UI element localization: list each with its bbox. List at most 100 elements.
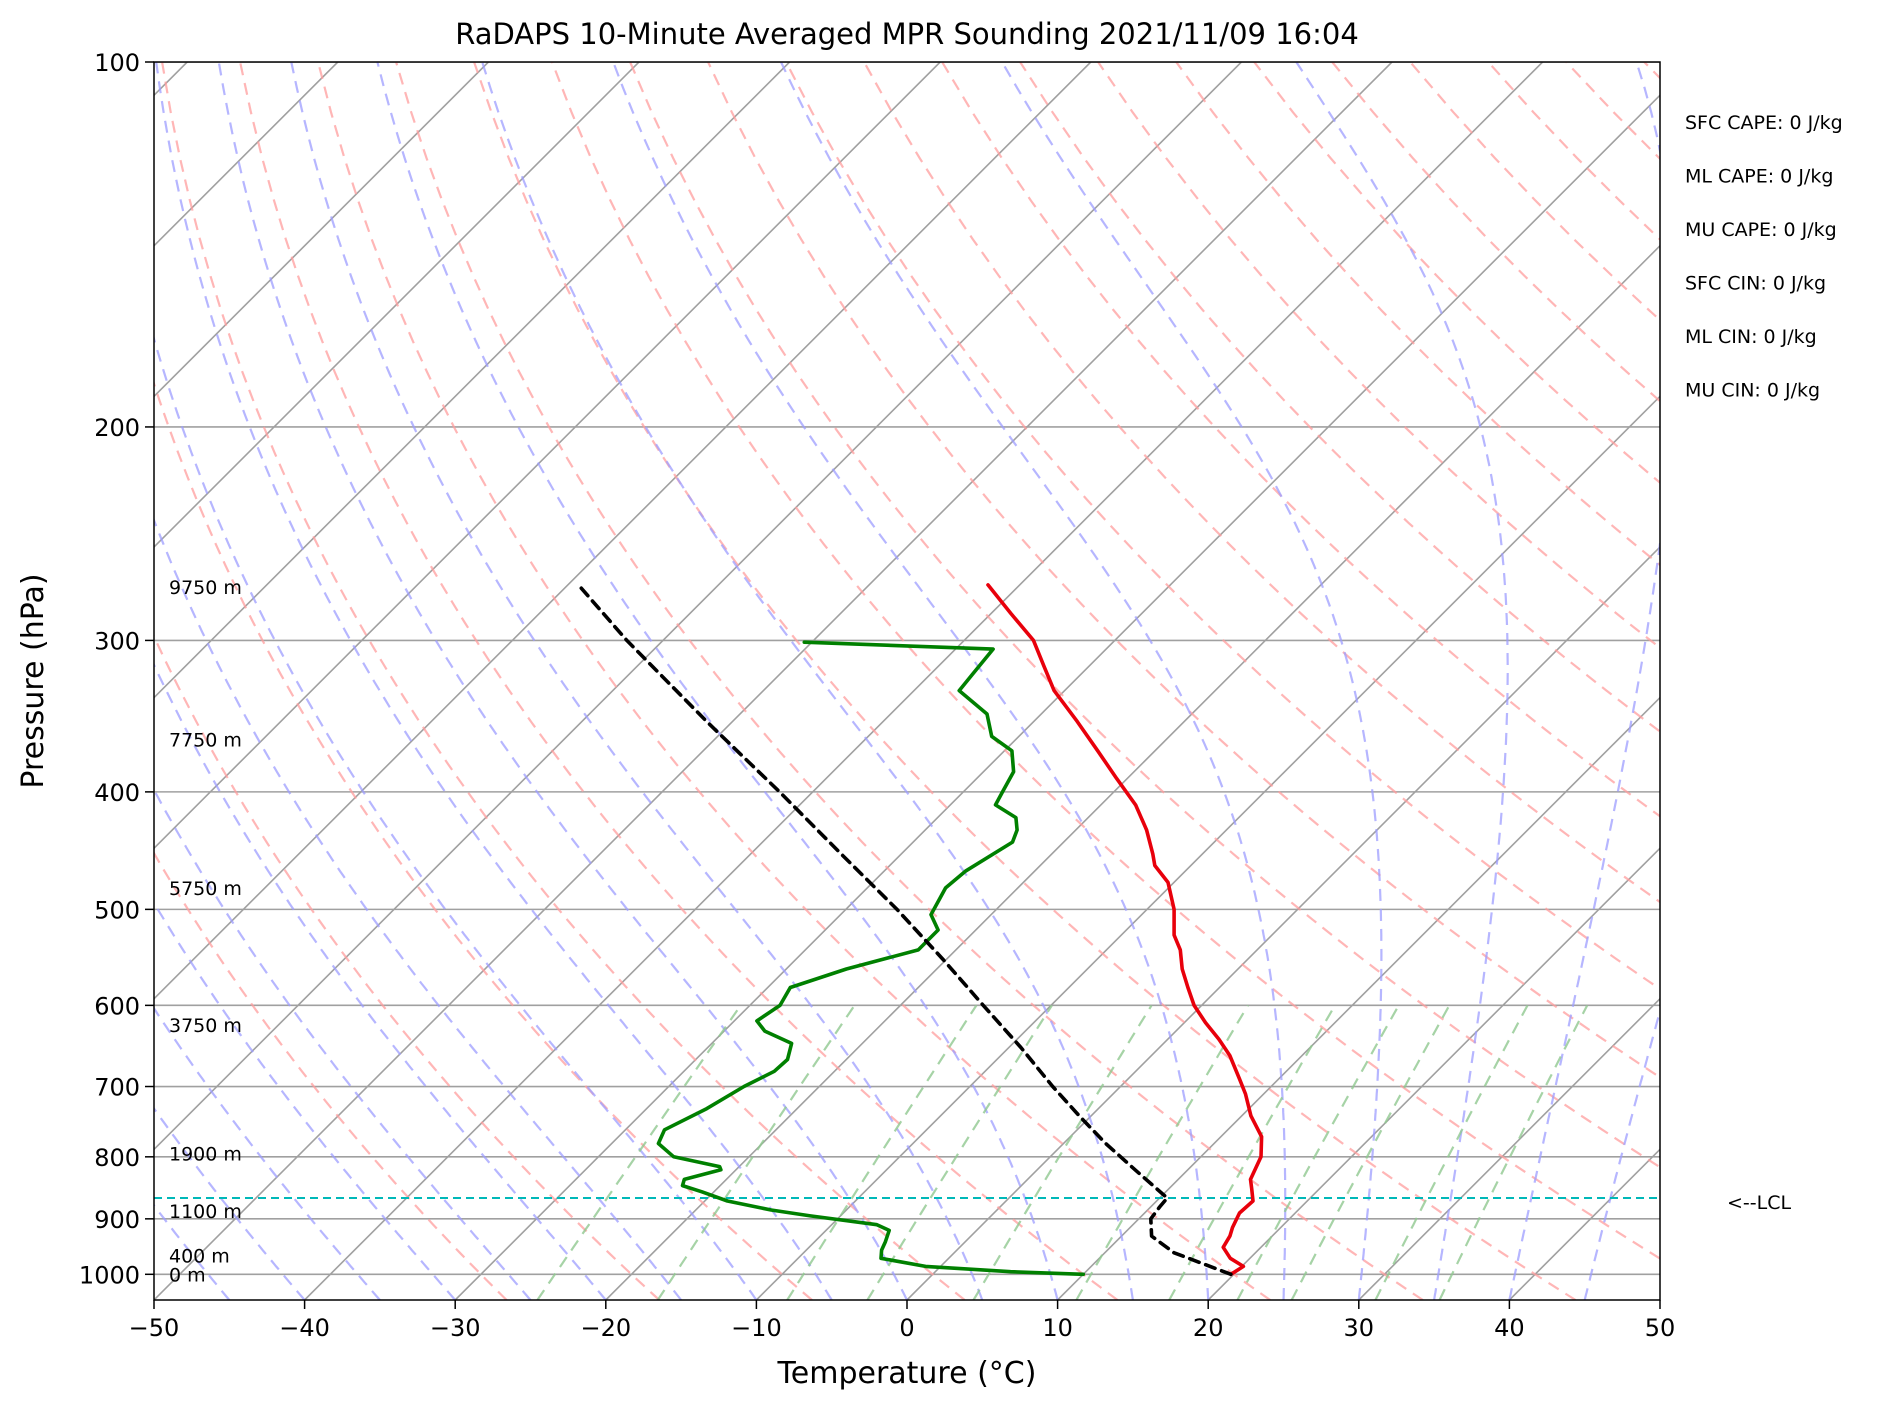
mixing-ratio-lines [536, 1004, 1589, 1300]
dry-adiabat [239, 62, 1119, 1300]
moist-adiabat [154, 334, 758, 1300]
isotherm-line [1057, 696, 1660, 1300]
height-label: 1100 m [169, 1201, 242, 1223]
x-tick-label: −50 [129, 1314, 180, 1342]
y-tick-label: 400 [94, 779, 140, 807]
moist-adiabat [154, 1203, 231, 1300]
dry-adiabat [395, 62, 1424, 1300]
plot-area [154, 62, 1660, 1300]
parcel-profile [576, 583, 1233, 1277]
stat-line: ML CIN: 0 J/kg [1685, 326, 1817, 348]
mixing-ratio-line [536, 1004, 742, 1300]
dry-adiabat [941, 62, 1660, 818]
x-tick-label: −30 [430, 1314, 481, 1342]
stat-line: SFC CIN: 0 J/kg [1685, 273, 1826, 295]
isotherm-line [906, 545, 1660, 1300]
x-axis-label: Temperature (°C) [777, 1356, 1037, 1391]
y-tick-label: 200 [94, 414, 140, 442]
x-axis-ticks: −50 −40 −30 −20 −10 0 10 20 30 40 50 [129, 1300, 1676, 1342]
isotherm-line [605, 244, 1660, 1300]
moist-adiabat [154, 1106, 306, 1300]
height-label: 5750 m [169, 878, 242, 900]
dry-adiabat [161, 62, 966, 1300]
height-label: 3750 m [169, 1015, 242, 1037]
isotherm-line [154, 62, 791, 699]
mixing-ratio-line [1438, 1004, 1589, 1300]
isotherm-line [154, 62, 941, 850]
isotherm-line [154, 62, 1242, 1151]
moist-adiabat [155, 62, 833, 1300]
moist-adiabats [154, 62, 1660, 1300]
isotherm-line [154, 62, 1092, 1000]
x-tick-label: 10 [1042, 1314, 1073, 1342]
height-label: 7750 m [169, 729, 242, 751]
dry-adiabat [154, 633, 661, 1300]
isotherm-line [154, 62, 640, 549]
x-tick-label: −10 [731, 1314, 782, 1342]
x-tick-label: −40 [279, 1314, 330, 1342]
stat-line: MU CIN: 0 J/kg [1685, 380, 1820, 402]
x-tick-label: 50 [1645, 1314, 1676, 1342]
dry-adiabat [317, 62, 1271, 1300]
dry-adiabats [154, 62, 1660, 1300]
dry-adiabat [1097, 62, 1660, 650]
temperature-profile [986, 583, 1264, 1277]
y-tick-label: 300 [94, 627, 140, 655]
dry-adiabat [863, 62, 1660, 904]
height-label: 400 m [169, 1246, 230, 1268]
mixing-ratio-line [786, 1004, 978, 1300]
moist-adiabat [1508, 62, 1660, 1300]
mixing-ratio-line [656, 1004, 856, 1300]
dry-adiabat [629, 62, 1660, 1169]
y-tick-label: 900 [94, 1206, 140, 1234]
moist-adiabat [154, 900, 457, 1300]
isotherm-line [154, 62, 1393, 1300]
y-tick-label: 600 [94, 992, 140, 1020]
dry-adiabat [551, 62, 1660, 1260]
mixing-ratio-line [1290, 1004, 1451, 1300]
x-tick-label: −20 [580, 1314, 631, 1342]
stat-line: MU CAPE: 0 J/kg [1685, 219, 1837, 241]
moist-adiabat [154, 787, 532, 1300]
isotherm-line [454, 94, 1660, 1300]
moist-adiabat [1001, 62, 1383, 1300]
mixing-ratio-line [1374, 1004, 1529, 1300]
x-tick-label: 0 [899, 1314, 914, 1342]
dry-adiabat [707, 62, 1660, 1079]
chart-title: RaDAPS 10-Minute Averaged MPR Sounding 2… [455, 17, 1359, 51]
moist-adiabat [780, 62, 1287, 1300]
stat-line: SFC CAPE: 0 J/kg [1685, 112, 1843, 134]
x-tick-label: 30 [1344, 1314, 1375, 1342]
moist-adiabat [612, 62, 1210, 1300]
stat-line: ML CAPE: 0 J/kg [1685, 166, 1833, 188]
dewpoint-profile [656, 640, 1086, 1277]
moist-adiabat [1583, 1006, 1660, 1300]
dry-adiabat [473, 62, 1577, 1300]
moist-adiabat [290, 62, 984, 1300]
x-tick-label: 20 [1193, 1314, 1224, 1342]
y-axis-label: Pressure (hPa) [16, 573, 51, 788]
mixing-ratio-line [972, 1004, 1153, 1300]
height-label: 0 m [169, 1264, 206, 1286]
moist-adiabat [1295, 62, 1509, 1300]
isotherm-line [154, 62, 489, 398]
mixing-ratio-line [1236, 1004, 1400, 1300]
dry-adiabat [785, 62, 1660, 991]
isotherm-line [1207, 847, 1660, 1300]
y-tick-label: 800 [94, 1144, 140, 1172]
moist-adiabat [481, 62, 1134, 1300]
mixing-ratio-line [1168, 1004, 1336, 1300]
x-tick-label: 40 [1494, 1314, 1525, 1342]
height-label: 9750 m [169, 577, 242, 599]
sounding-profiles [576, 583, 1264, 1277]
moist-adiabat [217, 62, 908, 1300]
stability-stats: SFC CAPE: 0 J/kg ML CAPE: 0 J/kg MU CAPE: … [1685, 112, 1843, 402]
moist-adiabat [376, 62, 1059, 1300]
height-labels: 9750 m 7750 m 5750 m 3750 m 1900 m 1100 m 400 … [169, 577, 242, 1286]
height-label: 1900 m [169, 1144, 242, 1166]
moist-adiabat [154, 662, 607, 1300]
y-tick-label: 100 [94, 49, 140, 77]
mixing-ratio-line [1075, 1004, 1249, 1300]
y-axis-ticks: 100 200 300 400 500 600 700 800 900 1000 [79, 49, 154, 1289]
